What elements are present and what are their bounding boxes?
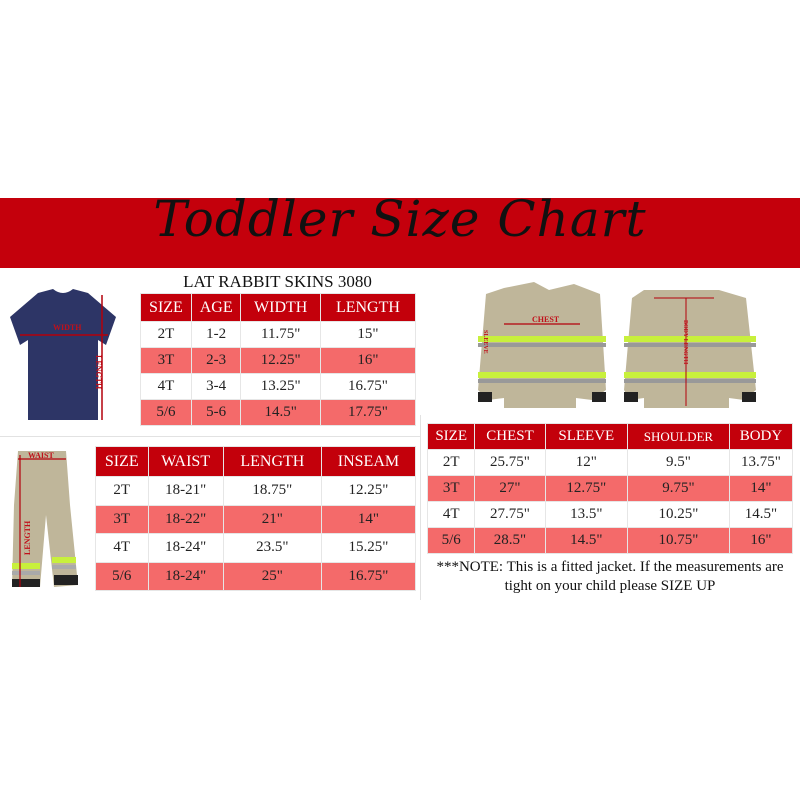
cell: 4T <box>140 373 192 400</box>
table-row: 2T 25.75" 12" 9.5" 13.75" <box>426 449 794 476</box>
cell: 18.75" <box>222 476 322 506</box>
col-header: AGE <box>190 293 242 322</box>
table-row: 4T 18-24" 23.5" 15.25" <box>95 533 417 563</box>
table-header-row: SIZE WAIST LENGTH INSEAM <box>95 446 417 477</box>
cell: 28.5" <box>474 527 546 554</box>
jacket-image: CHEST SLEEVE BODY LENGTH <box>478 282 756 408</box>
table-row: 3T 2-3 12.25" 16" <box>140 347 417 374</box>
fit-note: ***NOTE: This is a fitted jacket. If the… <box>436 559 784 594</box>
table-row: 4T 3-4 13.25" 16.75" <box>140 373 417 400</box>
cell: 17.75" <box>319 399 417 426</box>
col-header: SIZE <box>140 293 192 322</box>
cell: 12.25" <box>320 476 417 506</box>
divider <box>420 415 421 600</box>
cell: 2T <box>140 321 192 348</box>
cell: 5-6 <box>190 399 242 426</box>
col-header: LENGTH <box>222 446 322 477</box>
cell: 11.75" <box>240 321 321 348</box>
cell: 14.5" <box>728 501 794 528</box>
jacket-size-table: SIZE CHEST SLEEVE SHOULDER BODY 2T 25.75"… <box>426 423 794 554</box>
cell: 25.75" <box>474 449 546 476</box>
cell: 18-24" <box>147 561 224 591</box>
cell: 12" <box>544 449 628 476</box>
pants-size-table: SIZE WAIST LENGTH INSEAM 2T 18-21" 18.75" 1… <box>95 446 417 591</box>
table-header-row: SIZE CHEST SLEEVE SHOULDER BODY <box>426 423 794 450</box>
cell: 2T <box>95 476 149 506</box>
pants-length-label: LENGTH <box>23 520 32 555</box>
col-header: LENGTH <box>319 293 417 322</box>
cell: 4T <box>426 501 476 528</box>
table-row: 5/6 28.5" 14.5" 10.75" 16" <box>426 527 794 554</box>
cell: 13.25" <box>240 373 321 400</box>
cell: 5/6 <box>95 561 149 591</box>
cell: 12.25" <box>240 347 321 374</box>
col-header: WAIST <box>147 446 224 477</box>
cell: 3T <box>140 347 192 374</box>
cell: 13.75" <box>728 449 794 476</box>
cell: 21" <box>222 504 322 534</box>
table-row: 2T 1-2 11.75" 15" <box>140 321 417 348</box>
pants-image: WAIST LENGTH <box>12 451 78 587</box>
cell: 1-2 <box>190 321 242 348</box>
cell: 15.25" <box>320 533 417 563</box>
sleeve-label: SLEEVE <box>482 330 488 354</box>
cell: 2T <box>426 449 476 476</box>
shirt-caption: LAT RABBIT SKINS 3080 <box>183 272 372 291</box>
width-label: WIDTH <box>53 323 82 332</box>
divider <box>0 436 420 437</box>
cell: 27" <box>474 475 546 502</box>
body-length-label: BODY LENGTH <box>682 320 688 365</box>
cell: 15" <box>319 321 417 348</box>
col-header: BODY <box>728 423 794 450</box>
chest-label: CHEST <box>532 315 560 324</box>
cell: 18-24" <box>147 533 224 563</box>
cell: 16" <box>319 347 417 374</box>
cell: 4T <box>95 533 149 563</box>
cell: 5/6 <box>426 527 476 554</box>
tshirt-image: WIDTH LENGTH <box>10 289 116 420</box>
cell: 14.5" <box>240 399 321 426</box>
cell: 14.5" <box>544 527 628 554</box>
cell: 18-22" <box>147 504 224 534</box>
cell: 25" <box>222 561 322 591</box>
cell: 10.75" <box>626 527 730 554</box>
cell: 18-21" <box>147 476 224 506</box>
col-header: INSEAM <box>320 446 417 477</box>
cell: 23.5" <box>222 533 322 563</box>
cell: 14" <box>728 475 794 502</box>
cell: 9.5" <box>626 449 730 476</box>
col-header: SIZE <box>95 446 149 477</box>
table-row: 5/6 5-6 14.5" 17.75" <box>140 399 417 426</box>
cell: 27.75" <box>474 501 546 528</box>
col-header: SLEEVE <box>544 423 628 450</box>
page-title: Toddler Size Chart <box>153 190 647 248</box>
col-header: WIDTH <box>240 293 321 322</box>
table-row: 4T 27.75" 13.5" 10.25" 14.5" <box>426 501 794 528</box>
cell: 3-4 <box>190 373 242 400</box>
cell: 10.25" <box>626 501 730 528</box>
cell: 16.75" <box>320 561 417 591</box>
table-row: 3T 18-22" 21" 14" <box>95 504 417 534</box>
cell: 14" <box>320 504 417 534</box>
cell: 3T <box>95 504 149 534</box>
cell: 16.75" <box>319 373 417 400</box>
waist-label: WAIST <box>28 451 54 460</box>
cell: 16" <box>728 527 794 554</box>
col-header: SHOULDER <box>626 423 730 450</box>
title-banner <box>0 198 800 268</box>
table-header-row: SIZE AGE WIDTH LENGTH <box>140 293 417 322</box>
cell: 12.75" <box>544 475 628 502</box>
cell: 9.75" <box>626 475 730 502</box>
cell: 3T <box>426 475 476 502</box>
table-row: 2T 18-21" 18.75" 12.25" <box>95 476 417 506</box>
length-label: LENGTH <box>94 355 103 390</box>
table-row: 5/6 18-24" 25" 16.75" <box>95 561 417 591</box>
shirt-size-table: SIZE AGE WIDTH LENGTH 2T 1-2 11.75" 15" 3T 2… <box>140 293 417 426</box>
table-row: 3T 27" 12.75" 9.75" 14" <box>426 475 794 502</box>
col-header: SIZE <box>426 423 476 450</box>
cell: 5/6 <box>140 399 192 426</box>
col-header: CHEST <box>474 423 546 450</box>
cell: 2-3 <box>190 347 242 374</box>
cell: 13.5" <box>544 501 628 528</box>
